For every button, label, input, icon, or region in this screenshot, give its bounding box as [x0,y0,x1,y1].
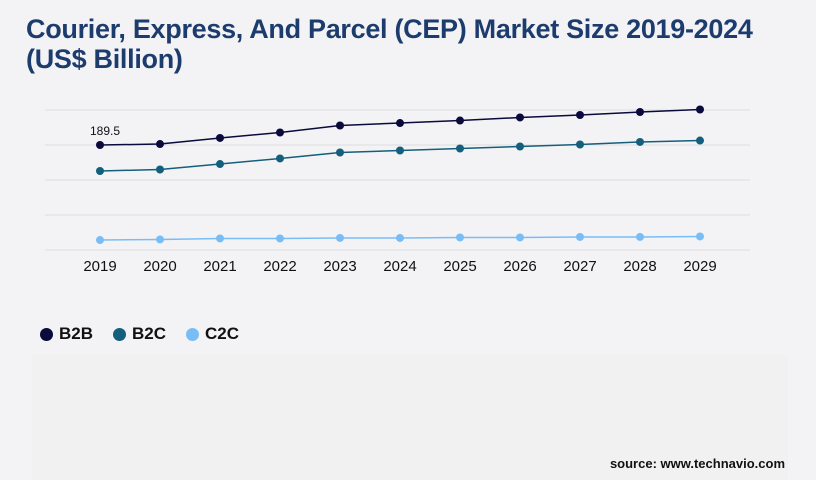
x-tick-label: 2025 [443,258,476,275]
x-tick-label: 2029 [683,258,716,275]
legend-label: B2C [132,324,167,343]
data-point-c2c [576,232,584,241]
source-text: source: www.technavio.com [609,456,785,471]
data-point-b2b [276,128,284,137]
data-point-b2c [156,165,164,174]
x-tick-label: 2022 [263,258,296,275]
data-point-b2c [696,136,704,145]
data-point-b2c [576,140,584,149]
data-point-b2b [336,121,344,130]
data-point-b2b [516,113,524,122]
x-tick-label: 2024 [383,258,416,275]
data-point-b2c [276,154,284,163]
data-point-b2b [576,110,584,119]
x-tick-label: 2021 [203,258,236,275]
data-point-b2b [636,107,644,116]
data-point-c2c [276,234,284,243]
data-point-c2c [696,232,704,241]
data-point-b2c [636,137,644,146]
line-chart: 2019 2020 2021 2022 2023 2024 2025 2026 2027 2028… [45,105,750,275]
x-tick-label: 2026 [503,258,536,275]
data-point-b2b [96,141,104,150]
data-point-b2c [456,144,464,153]
x-tick-label: 2027 [563,258,596,275]
data-point-c2c [156,235,164,244]
data-point-b2b [396,119,404,128]
legend-item-c2c: C2C [186,324,239,344]
data-point-c2c [216,234,224,243]
x-tick-label: 2020 [143,258,176,275]
legend-item-b2b: B2B [40,324,93,344]
data-point-b2b [456,116,464,125]
x-tick-label: 2019 [83,258,116,275]
legend-marker-icon [113,327,127,341]
legend-marker-icon [186,327,200,341]
x-tick-label: 2028 [623,258,656,275]
legend-marker-icon [40,327,53,341]
data-point-c2c [636,232,644,241]
data-point-b2c [216,160,224,169]
chart-title: Courier, Express, And Parcel (CEP) Marke… [26,14,753,74]
data-point-b2c [396,146,404,155]
x-tick-label: 2023 [323,258,356,275]
data-point-c2c [396,233,404,242]
data-point-c2c [456,233,464,242]
data-label: 189.5 [90,124,120,138]
data-point-c2c [336,233,344,242]
background-panel [32,355,788,480]
legend: B2B B2C C2C [40,324,239,344]
data-point-b2b [156,140,164,149]
series-line-b2b [99,108,701,146]
data-point-c2c [96,236,104,245]
legend-item-b2c: B2C [113,324,166,344]
data-point-b2c [336,148,344,157]
data-point-c2c [516,233,524,242]
data-point-b2b [696,105,704,114]
legend-label: C2C [205,324,240,343]
data-point-b2c [516,142,524,151]
legend-label: B2B [59,324,94,343]
data-point-b2c [96,166,104,175]
data-point-b2b [216,133,224,142]
